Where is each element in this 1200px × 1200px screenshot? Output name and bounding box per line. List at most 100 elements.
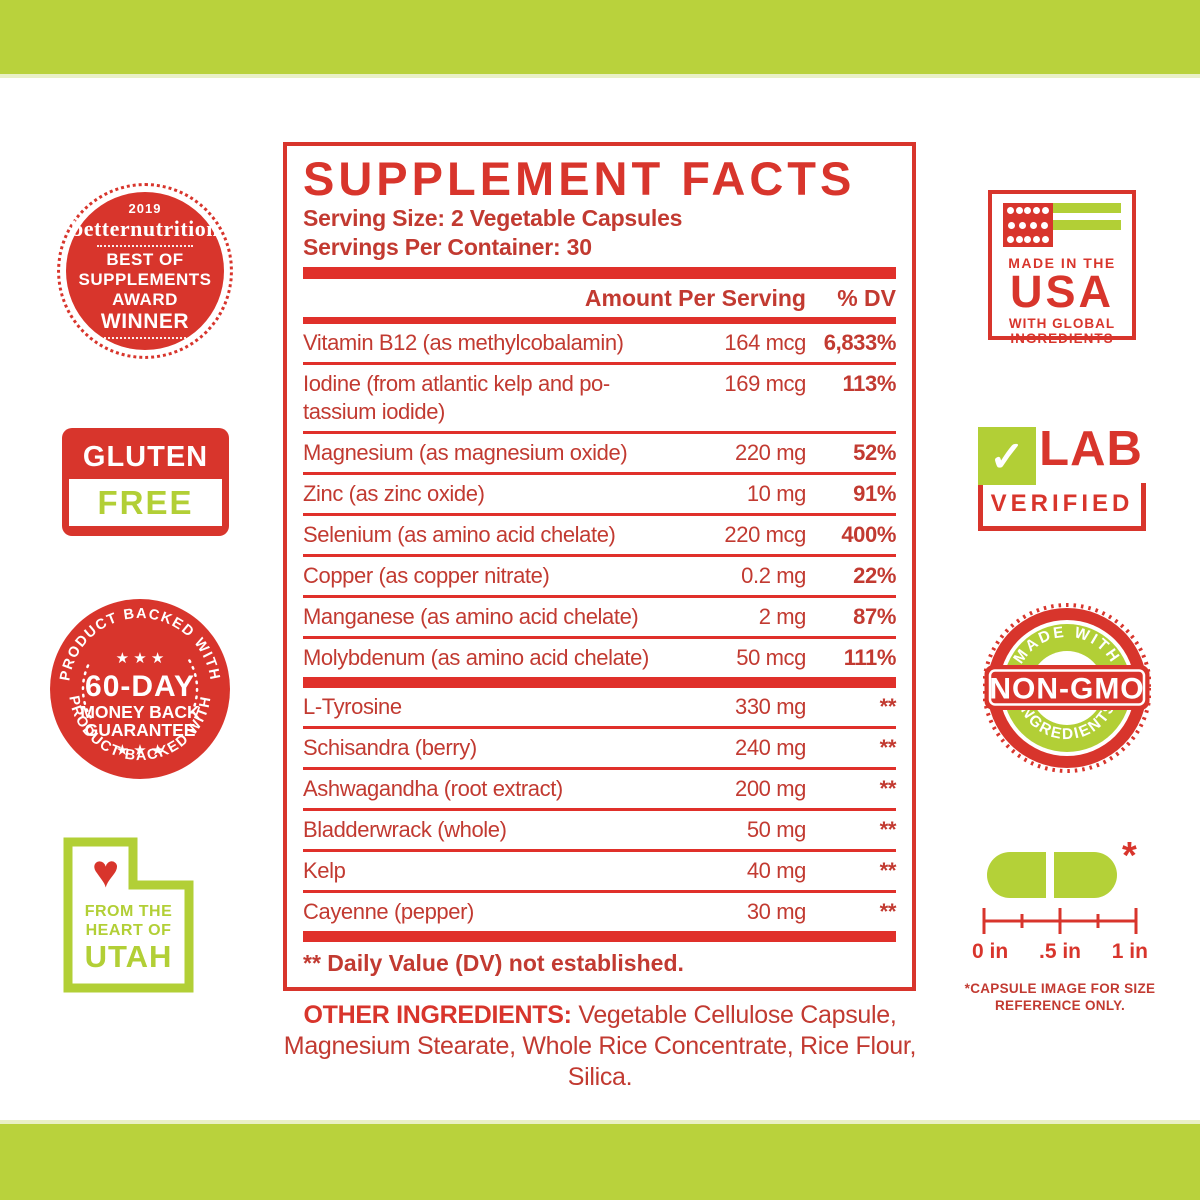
award-winner-line: WINNER [100,309,190,333]
ingredient-name: Vitamin B12 (as methylcobalamin) [303,330,624,355]
ingredient-amount: 0.2 mg [741,563,806,588]
lab-verified-badge: ✓ LAB VERIFIED [978,422,1146,531]
utah-text: FROM THE HEART OF UTAH [62,902,195,974]
gluten-label: GLUTEN [82,441,209,473]
other-ingredients-text: Vegetable Cellulose Capsule, Magnesium S… [283,1001,917,1091]
table-row: Bladderwrack (whole) 50 mg ** [303,811,896,852]
ingredient-name: Kelp [303,858,346,883]
ingredient-name: Schisandra (berry) [303,735,477,760]
from-the-heart-of-utah-badge: ♥ FROM THE HEART OF UTAH [62,836,195,994]
table-header: Amount Per Serving % DV [303,279,896,317]
lab-label: LAB [1039,422,1143,476]
ingredient-amount: 50 mg [746,817,807,842]
minerals-rows: Vitamin B12 (as methylcobalamin) 164 mcg 6… [303,324,896,677]
award-line: AWARD [112,289,178,309]
capsule-right-half [1054,852,1117,898]
divider-thick [303,267,896,279]
ingredient-dv: ** [879,858,897,883]
verified-bracket-border [978,483,1146,531]
award-line: SUPPLEMENTS [78,269,212,289]
ingredient-dv: 111% [843,645,897,670]
table-row: L-Tyrosine 330 mg ** [303,688,896,729]
ingredient-name: Selenium (as amino acid chelate) [303,522,616,547]
dotted-divider [97,244,193,247]
ingredients-label: INGREDIENTS [1010,331,1114,346]
ingredient-amount: 10 mg [746,481,807,506]
bottom-green-bar [0,1120,1200,1200]
award-brand: betternutrition [70,215,220,241]
utah-state-outline-icon [63,837,194,993]
dotted-arc [81,659,92,719]
table-row: Cayenne (pepper) 30 mg ** [303,893,896,931]
stars-icon: ★ ★ ★ [116,742,165,759]
stars-icon: ★ ★ ★ [116,650,165,667]
table-row: Copper (as copper nitrate) 0.2 mg 22% [303,557,896,598]
ingredient-amount: 30 mg [746,899,807,924]
other-ingredients: OTHER INGREDIENTS: Vegetable Cellulose C… [250,1000,950,1093]
ingredient-name: Magnesium (as magnesium oxide) [303,440,628,465]
free-label: FREE [97,483,194,521]
guarantee-line3: GUARANTEE [85,720,196,740]
botanicals-rows: L-Tyrosine 330 mg ** Schisandra (berry) 240 … [303,688,896,931]
table-row: Iodine (from atlantic kelp and po- tassi… [303,365,896,434]
ingredient-amount: 330 mg [735,694,806,719]
ingredient-dv: ** [879,735,897,760]
ingredient-dv: ** [879,776,897,801]
ingredient-dv: 113% [842,371,897,396]
free-label-box: FREE [69,479,222,526]
dotted-divider [97,336,193,339]
non-gmo-label: NON-GMO [989,673,1144,706]
divider-heavy [303,677,896,688]
table-row: Ashwagandha (root extract) 200 mg ** [303,770,896,811]
utah-line1: FROM THE [84,903,173,920]
capsule-left-half [987,852,1046,898]
ingredient-amount: 50 mcg [736,645,806,670]
table-row: Molybdenum (as amino acid chelate) 50 mcg… [303,639,896,677]
ingredient-name: Copper (as copper nitrate) [303,563,550,588]
flag-icon [1003,203,1121,247]
column-header-dv: % DV [837,285,896,311]
ruler-label-1: 1 in [1111,940,1148,963]
ingredient-amount: 220 mcg [724,522,806,547]
badge-circle [50,599,230,779]
ingredient-dv: 91% [853,481,896,506]
ingredient-amount: 40 mg [746,858,807,883]
ingredient-name: Zinc (as zinc oxide) [303,481,485,506]
table-row: Vitamin B12 (as methylcobalamin) 164 mcg 6… [303,324,896,365]
award-badge-face: 2019 betternutrition BEST OF SUPPLEMENTS… [66,192,224,350]
divider-heavy [303,931,896,942]
utah-shape [63,837,194,993]
ingredient-amount: 200 mg [735,776,806,801]
table-row: Manganese (as amino acid chelate) 2 mg 87% [303,598,896,639]
ingredient-amount: 220 mg [735,440,806,465]
guarantee-days: 60-DAY [85,670,195,703]
serving-size: Serving Size: 2 Vegetable Capsules [303,205,683,231]
gluten-free-badge: GLUTEN FREE [62,428,229,536]
capsule-size-note: *CAPSULE IMAGE FOR SIZE REFERENCE ONLY. [964,981,1156,1013]
ingredient-amount: 169 mcg [724,371,806,396]
servings-per-container: Servings Per Container: 30 [303,234,592,260]
guarantee-line2: MONEY BACK [80,702,200,722]
ingredient-amount: 240 mg [735,735,806,760]
table-row: Magnesium (as magnesium oxide) 220 mg 52% [303,434,896,475]
panel-title: SUPPLEMENT FACTS [303,152,856,205]
ingredient-dv: 52% [853,440,896,465]
table-row: Schisandra (berry) 240 mg ** [303,729,896,770]
banner [984,665,1150,710]
check-icon: ✓ [978,427,1036,485]
flag-stripes [1053,203,1121,247]
ingredient-name: Molybdenum (as amino acid chelate) [303,645,649,670]
usa-label: USA [1009,266,1114,317]
ingredient-dv: ** [879,899,897,924]
utah-line3: UTAH [84,939,173,974]
heart-icon: ♥ [92,845,120,897]
made-in-the-label: MADE IN THE [1008,255,1116,271]
ingredient-dv: 6,833% [823,330,897,355]
ruler-labels: 0 in .5 in 1 in [972,940,1148,964]
top-green-bar [0,0,1200,78]
other-ingredients-label: OTHER INGREDIENTS: [303,1001,572,1029]
ingredient-amount: 164 mcg [724,330,806,355]
money-back-guarantee-badge: PRODUCT BACKED WITH PRODUCT BACKED WITH … [50,599,230,779]
non-gmo-badge: MADE WITH INGREDIENTS NON-GMO [983,603,1151,773]
